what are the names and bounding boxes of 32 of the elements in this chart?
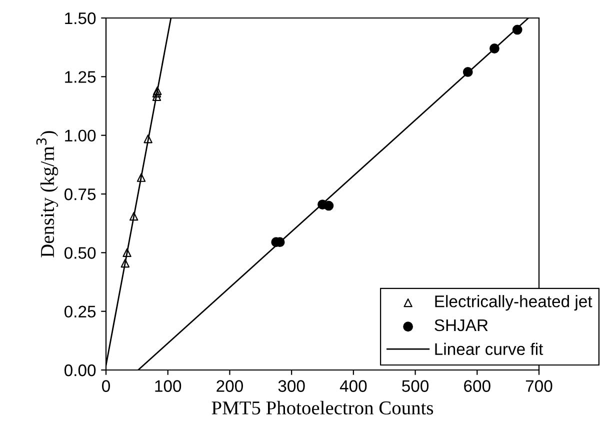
x-tick-label: 700 (526, 380, 552, 392)
x-tick-label: 500 (402, 380, 429, 392)
x-tick-label: 400 (340, 380, 367, 392)
point (152, 86, 162, 96)
point (129, 212, 138, 221)
y-tick-label: 1.25 (65, 71, 96, 83)
y-tick-label: 0.50 (64, 247, 96, 259)
point (490, 44, 500, 54)
legend-label: Linear curve fit (435, 342, 544, 356)
point (152, 92, 162, 101)
y-tick-label: 1.50 (65, 12, 96, 24)
point (120, 258, 130, 268)
x-tick-label: 200 (216, 380, 243, 392)
y-tick-label: 0.00 (64, 364, 96, 376)
point (152, 88, 162, 98)
point (136, 173, 146, 182)
x-tick-label: 600 (464, 380, 490, 392)
point (144, 134, 152, 144)
y-tick-label: 1.00 (65, 130, 96, 142)
point (462, 67, 473, 77)
point (122, 248, 132, 258)
legend-label: SHJAR (434, 319, 488, 332)
y-tick-label: 0.75 (64, 188, 96, 200)
legend-label: Electrically-heated jet (435, 295, 592, 311)
x-axis-title: PMT5 Photoelectron Counts (212, 400, 434, 414)
x-tick-label: 300 (278, 380, 305, 392)
x-tick-label: 100 (155, 380, 182, 392)
point (324, 200, 334, 211)
y-axis-title: Density (kg/m$^{3}$) (36, 131, 58, 258)
x-tick-label: 0 (102, 380, 110, 392)
point (512, 24, 522, 35)
y-tick-label: 0.25 (64, 306, 96, 318)
